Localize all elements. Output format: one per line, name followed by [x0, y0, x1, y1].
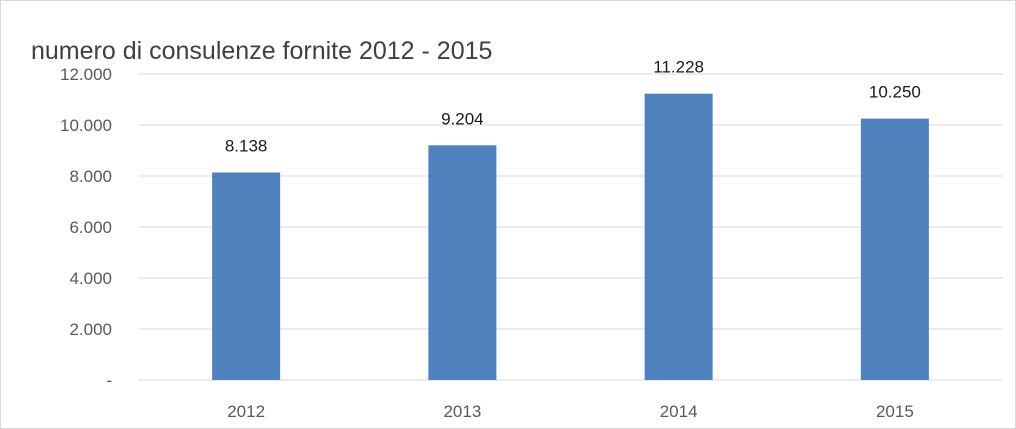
y-tick-label: 2.000	[69, 320, 112, 339]
y-tick-label: 10.000	[60, 116, 112, 135]
data-label: 11.228	[653, 58, 704, 77]
bars	[212, 93, 929, 380]
data-label: 10.250	[869, 83, 921, 102]
y-tick-label: 4.000	[69, 269, 112, 288]
bar-2012	[212, 172, 281, 380]
x-tick-label: 2012	[227, 402, 265, 421]
y-tick-label: 12.000	[60, 65, 112, 84]
gridlines	[138, 73, 1003, 381]
y-tick-label: 6.000	[69, 218, 112, 237]
y-axis-tick-labels: - 2.000 4.000 6.000 8.000 10.000 12.000	[60, 65, 112, 390]
bar-2014	[644, 93, 713, 380]
data-label: 9.204	[441, 109, 484, 128]
y-tick-label: 8.000	[69, 167, 112, 186]
x-tick-label: 2014	[660, 402, 698, 421]
data-labels: 8.138 9.204 11.228 10.250	[225, 58, 921, 156]
chart-title: numero di consulenze fornite 2012 - 2015	[31, 37, 492, 65]
x-tick-label: 2015	[876, 402, 914, 421]
bar-2015	[860, 118, 929, 380]
data-label: 8.138	[225, 136, 268, 155]
x-tick-label: 2013	[443, 402, 481, 421]
y-tick-label: -	[106, 371, 112, 390]
x-axis-tick-labels: 2012 2013 2014 2015	[227, 402, 914, 421]
bar-2013	[428, 145, 497, 380]
